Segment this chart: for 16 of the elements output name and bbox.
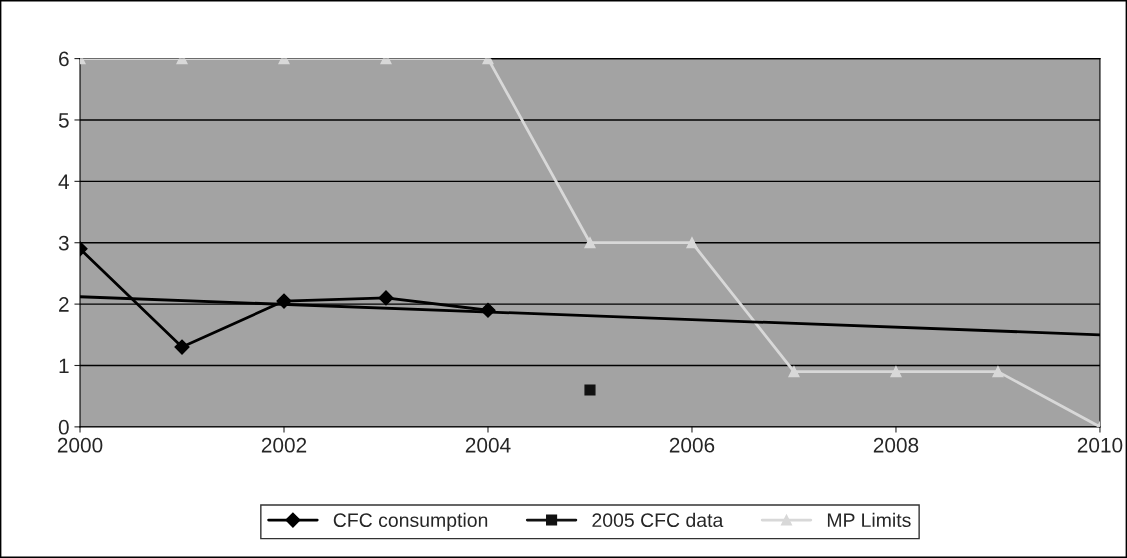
legend-label: 2005 CFC data [592, 512, 724, 528]
y-tick-label: 5 [58, 113, 69, 128]
legend-label: MP Limits [827, 512, 911, 528]
x-tick-label: 2006 [669, 437, 715, 453]
x-tick-label: 2002 [261, 437, 307, 453]
y-tick-label: 2 [59, 297, 69, 312]
y-tick-label: 6 [59, 51, 69, 67]
x-tick-label: 2000 [57, 437, 103, 453]
x-tick-label: 2008 [873, 437, 919, 453]
x-tick-label: 2004 [465, 437, 511, 453]
y-tick-label: 3 [58, 235, 69, 251]
x-tick-label: 2010 [1077, 437, 1123, 453]
y-tick-label: 1 [59, 358, 69, 374]
legend-label: CFC consumption [333, 512, 488, 531]
y-tick-label: 4 [58, 174, 69, 189]
y-tick-label: 0 [58, 419, 69, 435]
